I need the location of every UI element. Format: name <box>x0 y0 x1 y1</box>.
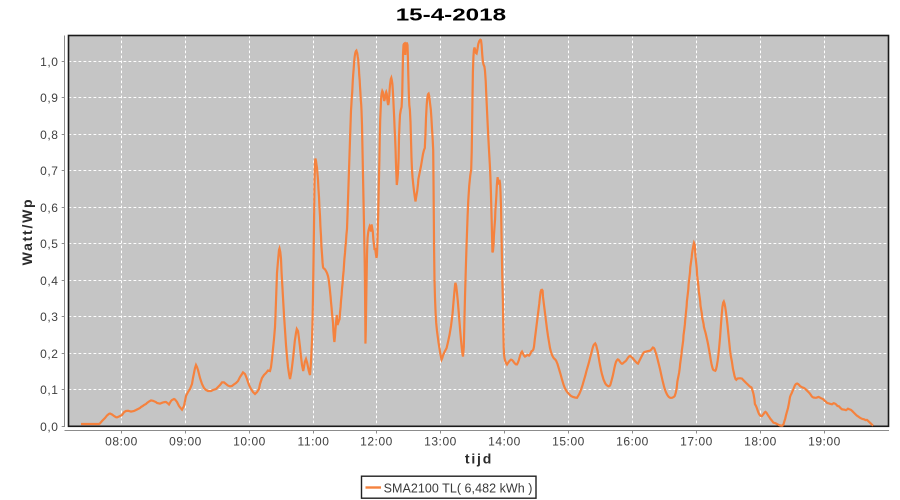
svg-text:15:00: 15:00 <box>552 435 585 449</box>
svg-text:17:00: 17:00 <box>680 435 713 449</box>
svg-text:tijd: tijd <box>465 451 493 467</box>
svg-text:0,0: 0,0 <box>40 420 58 434</box>
svg-text:18:00: 18:00 <box>744 435 777 449</box>
svg-text:16:00: 16:00 <box>616 435 649 449</box>
svg-text:09:00: 09:00 <box>169 435 202 449</box>
svg-text:1,0: 1,0 <box>40 55 58 69</box>
svg-text:08:00: 08:00 <box>105 435 138 449</box>
svg-text:0,6: 0,6 <box>40 201 58 215</box>
svg-text:0,9: 0,9 <box>40 91 58 105</box>
svg-text:0,2: 0,2 <box>40 347 58 361</box>
svg-text:0,4: 0,4 <box>40 274 58 288</box>
svg-text:11:00: 11:00 <box>298 435 330 449</box>
svg-text:0,5: 0,5 <box>40 237 58 251</box>
svg-text:14:00: 14:00 <box>488 435 521 449</box>
svg-text:0,7: 0,7 <box>40 164 58 178</box>
svg-text:12:00: 12:00 <box>360 435 393 449</box>
svg-text:0,8: 0,8 <box>40 128 58 142</box>
svg-text:19:00: 19:00 <box>808 435 841 449</box>
svg-text:0,1: 0,1 <box>40 383 58 397</box>
svg-text:10:00: 10:00 <box>233 435 266 449</box>
svg-text:13:00: 13:00 <box>424 435 457 449</box>
svg-text:Watt/Wp: Watt/Wp <box>19 198 35 266</box>
svg-text:15-4-2018: 15-4-2018 <box>396 4 507 24</box>
svg-text:0,3: 0,3 <box>40 310 58 324</box>
svg-text:SMA2100 TL( 6,482 kWh ): SMA2100 TL( 6,482 kWh ) <box>384 481 533 495</box>
